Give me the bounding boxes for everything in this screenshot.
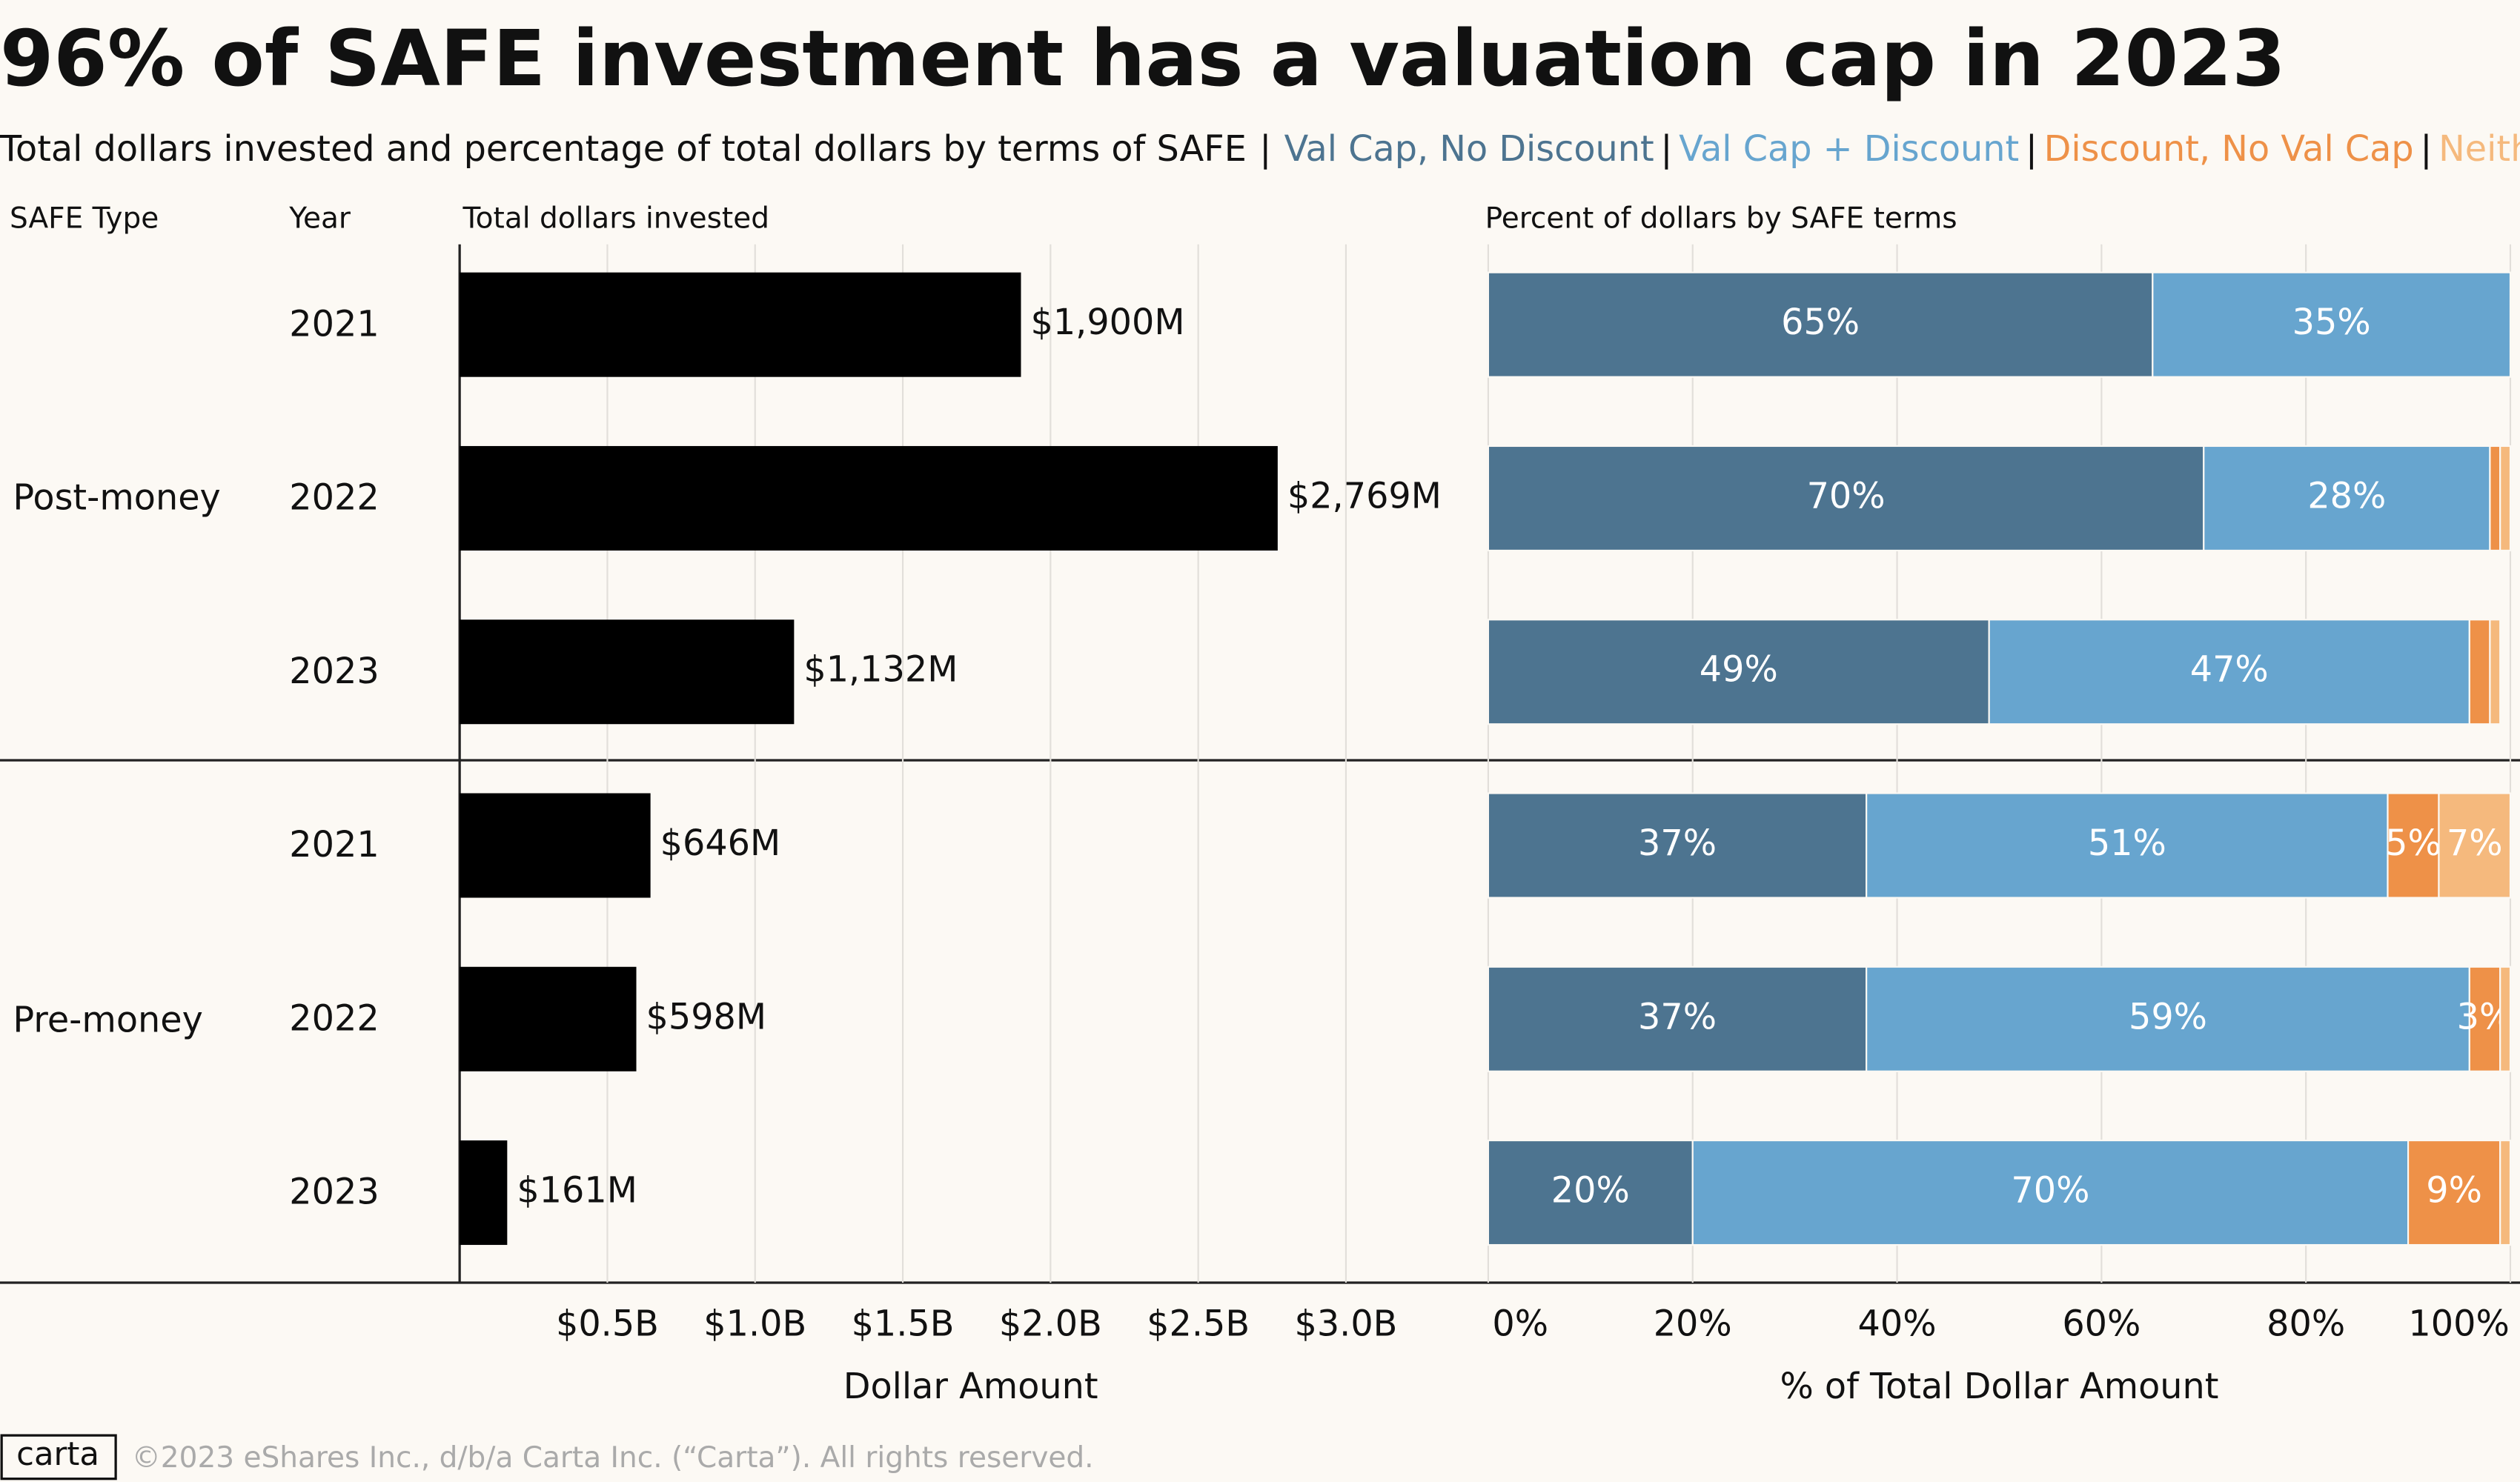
group-label: Pre-money (13, 1000, 202, 1041)
data-label: 47% (2190, 650, 2269, 691)
column-header: Total dollars invested (462, 202, 769, 236)
bar-segment (1487, 966, 1868, 1072)
legend-entry: Val Cap, No Discount (1284, 129, 1654, 170)
data-label: 49% (1700, 650, 1778, 691)
year-label: 2023 (289, 651, 379, 692)
data-label: 35% (2292, 302, 2371, 343)
bar-segment (1487, 792, 1868, 899)
logo: carta (16, 1436, 99, 1473)
separator: | (1660, 129, 1672, 170)
year-label: 2021 (289, 304, 379, 345)
bar-segment (2407, 1139, 2501, 1246)
bar-segment (2489, 619, 2501, 725)
group-label: Post-money (13, 478, 220, 519)
bar-segment (1988, 619, 2470, 725)
bar-segment (2489, 445, 2501, 552)
bar (460, 1140, 508, 1246)
year-label: 2022 (289, 998, 379, 1039)
bar-segment (1487, 619, 1990, 725)
bar (460, 272, 1021, 377)
bar-segment (2468, 619, 2491, 725)
logo-box (0, 1434, 117, 1481)
legend-entry: Discount, No Val Cap (2044, 129, 2414, 170)
subtitle: Total dollars invested and percentage of… (0, 129, 2520, 170)
bar-segment (2203, 445, 2491, 552)
data-label: 20% (1551, 1171, 1630, 1212)
bar-segment (2499, 966, 2512, 1072)
x-tick-label: $0.5B (556, 1304, 659, 1345)
bar-segment (2438, 792, 2512, 899)
separator: | (1259, 129, 1271, 170)
x-tick-label: $3.0B (1294, 1304, 1397, 1345)
data-label: 51% (2088, 823, 2166, 864)
year-label: 2021 (289, 825, 379, 865)
legend-entry: Val Cap + Discount (1679, 129, 2019, 170)
data-label: $598M (646, 997, 767, 1037)
x-tick-label: $1.0B (703, 1304, 806, 1345)
x-tick-label: $2.5B (1147, 1304, 1250, 1345)
bar-segment (1487, 1139, 1694, 1246)
data-label: $161M (517, 1171, 637, 1212)
bar-segment (2152, 271, 2512, 378)
x-tick-label: 20% (1654, 1304, 1732, 1345)
bar-segment (1487, 445, 2205, 552)
data-label: $1,900M (1030, 302, 1184, 343)
bar (460, 445, 1278, 551)
x-tick-label: 60% (2062, 1304, 2141, 1345)
x-tick-label: 40% (1858, 1304, 1937, 1345)
bar-segment (2387, 792, 2440, 899)
data-label: 70% (2011, 1171, 2089, 1212)
x-tick-label: 80% (2267, 1304, 2345, 1345)
data-label: $2,769M (1287, 476, 1442, 516)
row-header: Year (288, 202, 351, 236)
x-tick-label: 100% (2408, 1304, 2509, 1345)
chart-title: 96% of SAFE investment has a valuation c… (0, 13, 2286, 104)
legend-entry: Neither (2438, 129, 2520, 170)
data-label: 37% (1638, 997, 1717, 1037)
data-label: 9% (2426, 1171, 2482, 1212)
bar (460, 793, 651, 898)
bar-segment (2468, 966, 2501, 1072)
data-label: 65% (1781, 302, 1860, 343)
separator: | (2420, 129, 2432, 170)
data-label: $646M (660, 823, 781, 864)
data-label: 70% (1807, 476, 1886, 516)
subtitle-text: Total dollars invested and percentage of… (0, 129, 1247, 170)
bar-segment (1487, 271, 2154, 378)
data-label: 28% (2307, 476, 2386, 516)
x-tick-label: $2.0B (999, 1304, 1102, 1345)
separator: | (2026, 129, 2037, 170)
x-axis-title: Dollar Amount (843, 1366, 1098, 1407)
data-label: 59% (2129, 997, 2207, 1037)
bar (460, 966, 637, 1071)
x-tick-label: $1.5B (852, 1304, 955, 1345)
year-label: 2022 (289, 478, 379, 519)
data-label: 7% (2447, 823, 2503, 864)
x-tick-label: 0% (1492, 1304, 1548, 1345)
bar-segment (2499, 1139, 2512, 1246)
copyright: ©2023 eShares Inc., d/b/a Carta Inc. (“C… (132, 1441, 1094, 1475)
bar-segment (1866, 792, 2389, 899)
bar (460, 619, 795, 725)
data-label: 5% (2385, 823, 2441, 864)
bar-segment (2499, 445, 2512, 552)
row-header: SAFE Type (10, 202, 159, 236)
data-label: $1,132M (803, 650, 958, 691)
column-header: Percent of dollars by SAFE terms (1485, 202, 1957, 236)
data-label: 37% (1638, 823, 1717, 864)
x-axis-title: % of Total Dollar Amount (1780, 1366, 2218, 1407)
year-label: 2023 (289, 1172, 379, 1213)
bar-segment (1866, 966, 2470, 1072)
